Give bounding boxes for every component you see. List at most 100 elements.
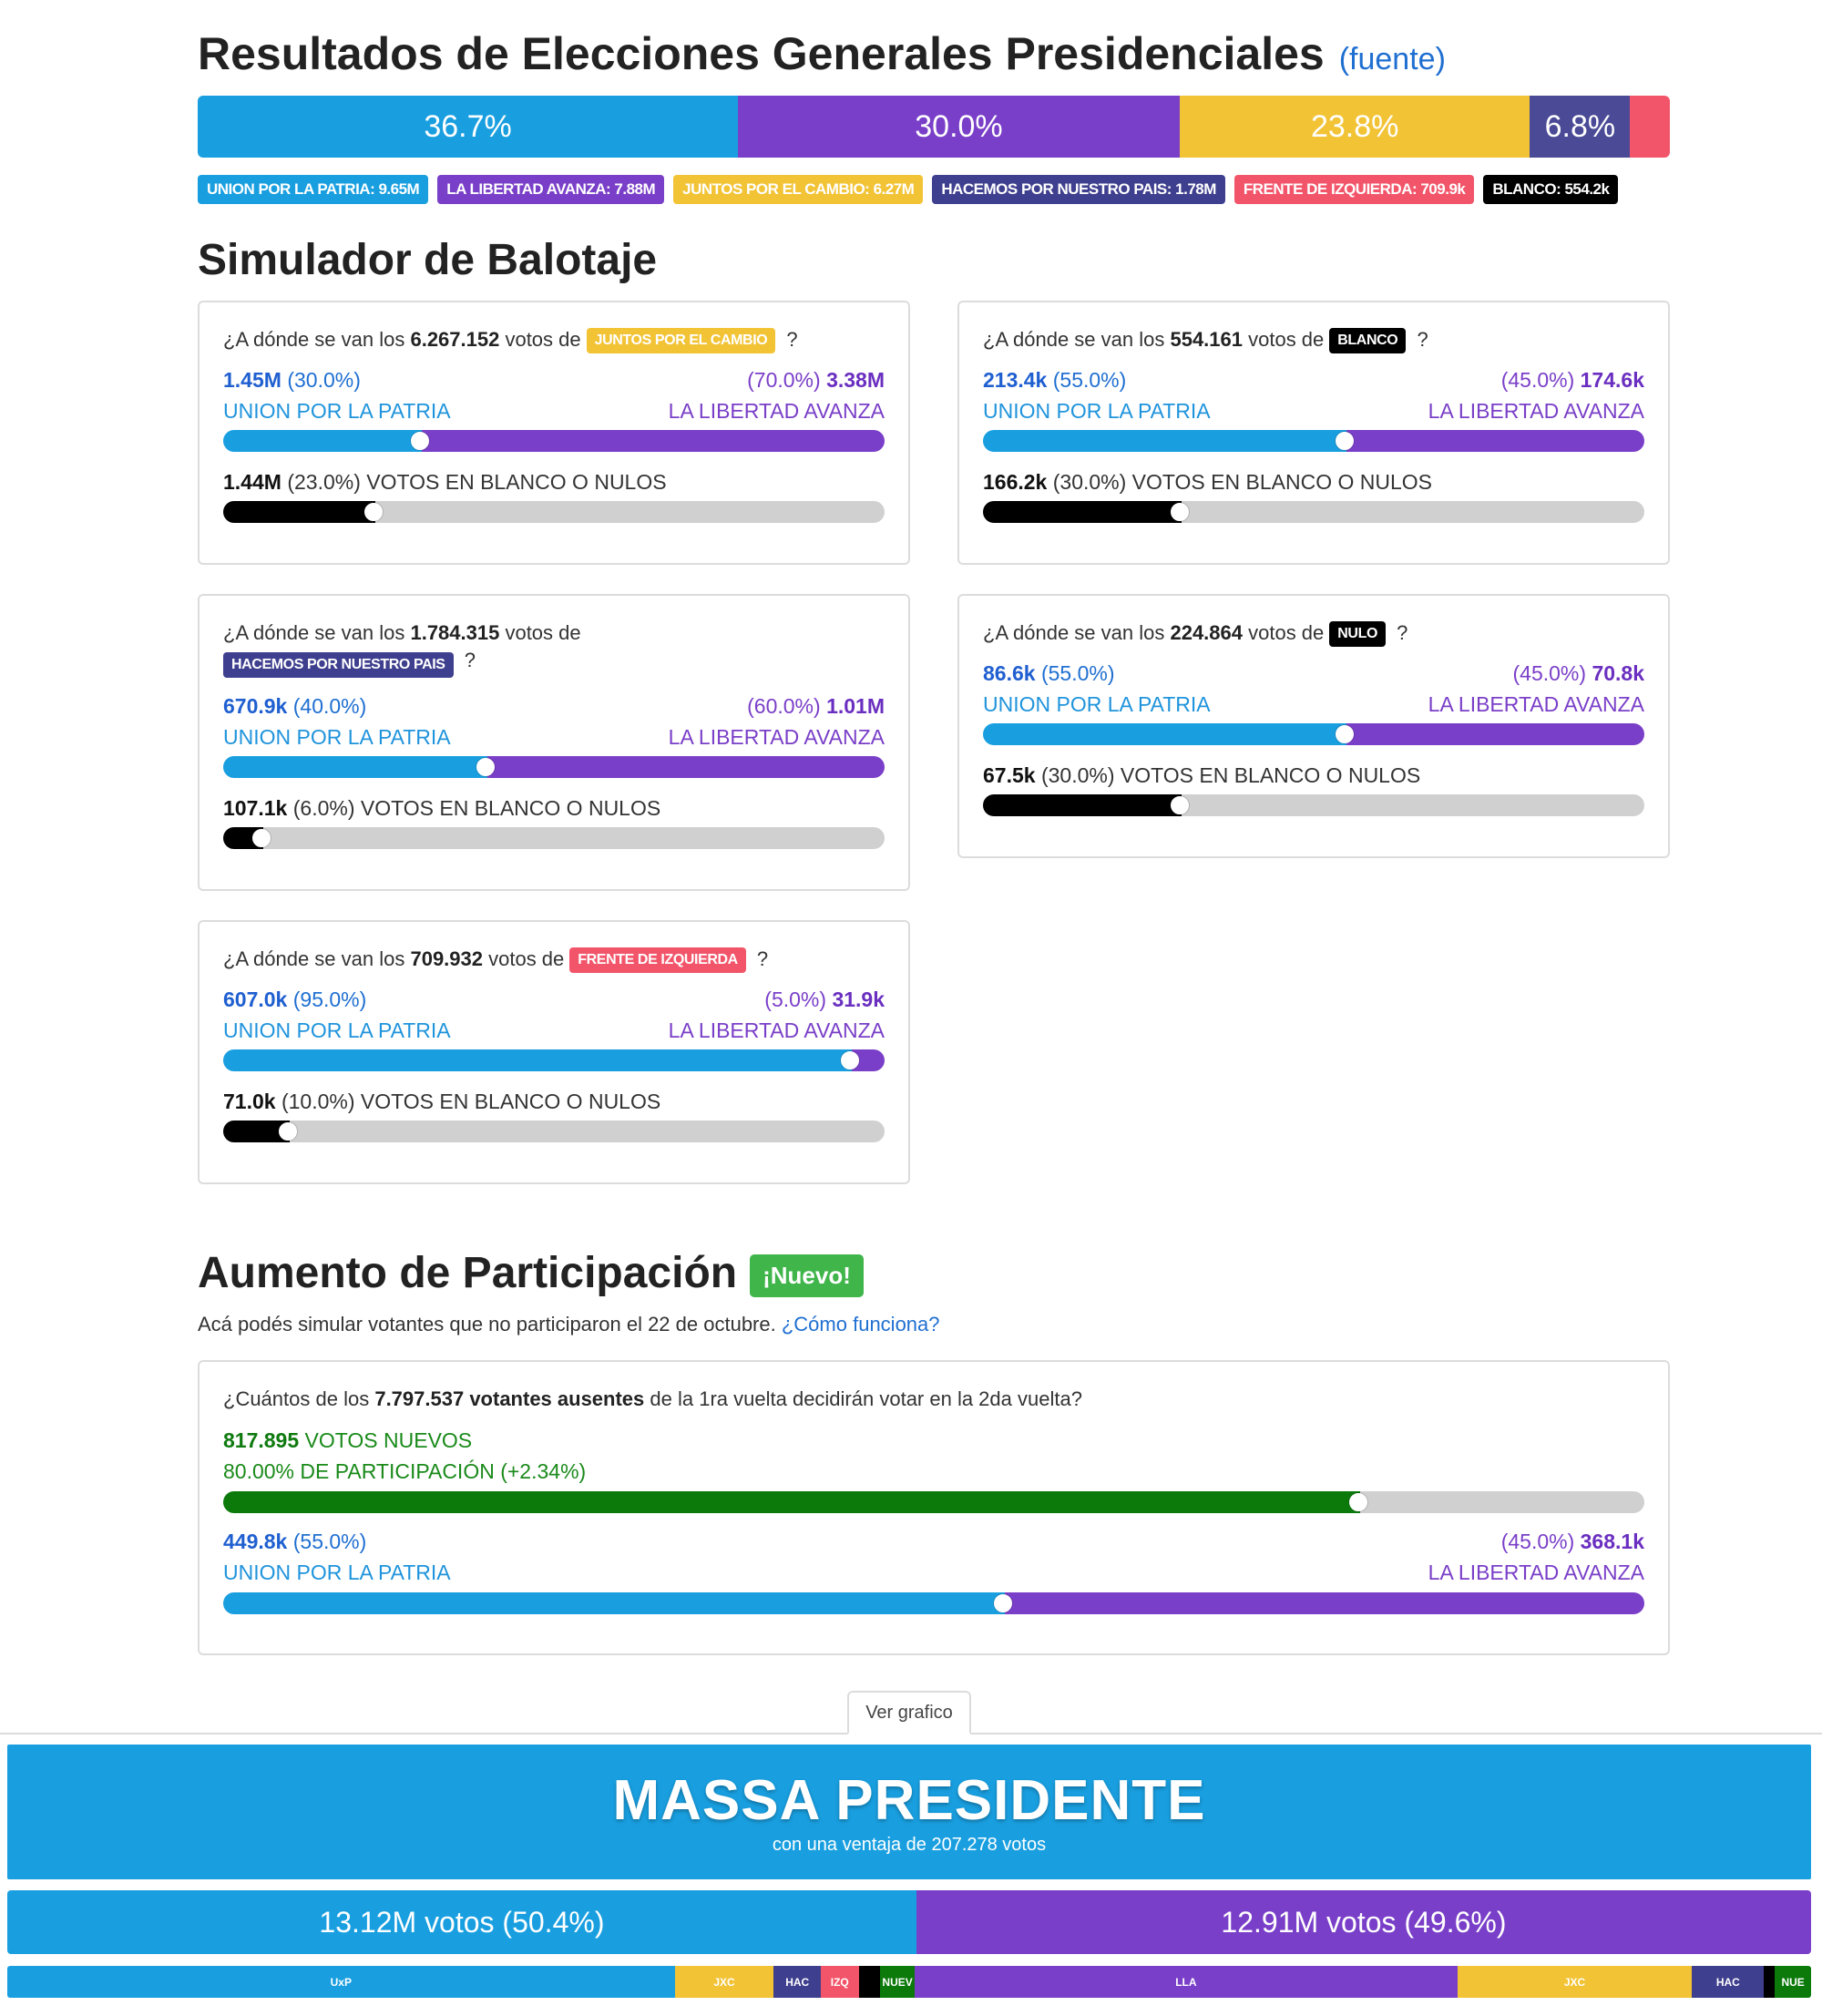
lla-label: LA LIBERTAD AVANZA (668, 1018, 885, 1042)
party-badge: NULO (1329, 621, 1387, 648)
participation-slider-handle[interactable] (1349, 1493, 1367, 1511)
split-slider-fill-left (223, 430, 422, 452)
legend-badge: JUNTOS POR EL CAMBIO: 6.27M (673, 175, 924, 204)
blank-slider-handle[interactable] (278, 1122, 297, 1141)
new-votes-text: 817.895 VOTOS NUEVOS (223, 1428, 473, 1452)
blank-slider-fill-right (1181, 501, 1644, 523)
uxp-votes: 670.9k (40.0%) (223, 694, 367, 718)
participation-heading: Aumento de Participación ¡Nuevo! (198, 1248, 864, 1298)
blank-slider-fill-right (1181, 794, 1644, 816)
card-question: ¿A dónde se van los 224.864 votos de NULO… (983, 621, 1407, 648)
legend-badge: UNION POR LA PATRIA: 9.65M (198, 175, 429, 204)
uxp-lla-split-slider[interactable] (223, 756, 885, 778)
vote-origin-breakdown-bar: UxP JXC HAC IZQ NUEV LLA JXC HAC NUE (7, 1966, 1811, 1998)
split-slider-fill-right (487, 756, 885, 778)
uxp-lla-split-slider[interactable] (983, 430, 1644, 452)
split-slider-fill-right (1346, 723, 1644, 745)
split-slider-fill-right (1346, 430, 1644, 452)
legend-badge: BLANCO: 554.2k (1483, 175, 1619, 204)
uxp-label: UNION POR LA PATRIA (223, 1018, 451, 1042)
split-slider-handle[interactable] (840, 1051, 859, 1069)
blank-votes-slider[interactable] (223, 827, 885, 849)
results-segment (1630, 96, 1670, 158)
uxp-lla-split-slider[interactable] (223, 430, 885, 452)
blank-slider-fill-right (374, 501, 885, 523)
split-slider-fill-left (983, 430, 1347, 452)
uxp-votes: 213.4k (55.0%) (983, 368, 1127, 392)
participation-card: ¿Cuántos de los 7.797.537 votantes ausen… (198, 1360, 1670, 1655)
split-slider-fill-right (421, 430, 885, 452)
simulator-heading: Simulador de Balotaje (198, 236, 658, 284)
new-votes-split-slider[interactable] (223, 1592, 1644, 1614)
blank-slider-handle[interactable] (363, 503, 383, 521)
blank-slider-fill-left (223, 1121, 290, 1142)
uxp-label: UNION POR LA PATRIA (983, 692, 1211, 716)
uxp-label: UNION POR LA PATRIA (983, 399, 1211, 423)
blank-votes: 1.44M (23.0%) VOTOS EN BLANCO O NULOS (223, 470, 667, 494)
breakdown-segment: NUEV (880, 1966, 915, 1998)
lla-label: LA LIBERTAD AVANZA (1428, 399, 1644, 423)
blank-votes-slider[interactable] (223, 1121, 885, 1142)
lla-votes: (60.0%) 1.01M (747, 694, 885, 718)
new-votes-split-fill-left (223, 1592, 1005, 1614)
blank-slider-handle[interactable] (251, 829, 271, 847)
participation-text: 80.00% DE PARTICIPACIÓN (+2.34%) (223, 1459, 587, 1483)
runoff-segment: 13.12M votos (50.4%) (7, 1890, 916, 1954)
breakdown-segment: JXC (1457, 1966, 1693, 1998)
winner-headline: MASSA PRESIDENTE (612, 1769, 1206, 1832)
blank-slider-handle[interactable] (1170, 796, 1189, 814)
uxp-label: UNION POR LA PATRIA (223, 399, 451, 423)
split-slider-handle[interactable] (410, 432, 429, 450)
lla-label: LA LIBERTAD AVANZA (1428, 1561, 1644, 1584)
winner-margin: con una ventaja de 207.278 votos (772, 1835, 1047, 1855)
card-question: ¿A dónde se van los 709.932 votos de FREN… (223, 947, 768, 974)
new-badge: ¡Nuevo! (750, 1254, 864, 1297)
uxp-lla-split-slider[interactable] (223, 1049, 885, 1071)
source-link[interactable]: (fuente) (1338, 42, 1446, 77)
lla-label: LA LIBERTAD AVANZA (668, 399, 885, 423)
split-slider-handle[interactable] (476, 758, 496, 776)
card-question: ¿A dónde se van los 1.784.315 votos de HA… (223, 621, 581, 678)
results-segment: 23.8% (1179, 96, 1530, 158)
new-votes-split-handle[interactable] (994, 1594, 1012, 1612)
ballotage-card: ¿A dónde se van los 224.864 votos de NULO… (957, 594, 1670, 858)
uxp-label: UNION POR LA PATRIA (223, 1561, 451, 1584)
uxp-label: UNION POR LA PATRIA (223, 725, 451, 749)
results-segment: 36.7% (198, 96, 739, 158)
winner-banner: MASSA PRESIDENTE con una ventaja de 207.… (7, 1745, 1811, 1879)
blank-votes-slider[interactable] (983, 501, 1644, 523)
split-slider-handle[interactable] (1336, 432, 1355, 450)
breakdown-segment: HAC (773, 1966, 821, 1998)
ballotage-card: ¿A dónde se van los 6.267.152 votos de JU… (198, 301, 910, 565)
results-segment: 6.8% (1530, 96, 1631, 158)
page-title: Resultados de Elecciones Generales Presi… (198, 28, 1446, 79)
lla-votes: (70.0%) 3.38M (747, 368, 885, 392)
uxp-lla-split-slider[interactable] (983, 723, 1644, 745)
uxp-votes: 607.0k (95.0%) (223, 988, 367, 1011)
breakdown-segment: LLA (914, 1966, 1458, 1998)
blank-votes-slider[interactable] (223, 501, 885, 523)
blank-votes: 107.1k (6.0%) VOTOS EN BLANCO O NULOS (223, 796, 661, 820)
blank-votes: 71.0k (10.0%) VOTOS EN BLANCO O NULOS (223, 1090, 661, 1113)
view-chart-tab[interactable]: Ver grafico (847, 1691, 971, 1735)
legend-badge: FRENTE DE IZQUIERDA: 709.9k (1233, 175, 1475, 204)
blank-votes: 67.5k (30.0%) VOTOS EN BLANCO O NULOS (983, 763, 1421, 787)
ballotage-card: ¿A dónde se van los 1.784.315 votos de HA… (198, 594, 910, 891)
participation-slider-fill-right (1360, 1491, 1644, 1513)
ballotage-card: ¿A dónde se van los 709.932 votos de FREN… (198, 920, 910, 1184)
split-slider-handle[interactable] (1336, 725, 1355, 743)
split-slider-fill-left (983, 723, 1347, 745)
participation-slider[interactable] (223, 1491, 1644, 1513)
blank-slider-fill-left (983, 501, 1182, 523)
how-it-works-link[interactable]: ¿Cómo funciona? (781, 1313, 940, 1335)
blank-votes-slider[interactable] (983, 794, 1644, 816)
blank-slider-fill-right (289, 1121, 885, 1142)
uxp-votes: 1.45M (30.0%) (223, 368, 361, 392)
blank-slider-handle[interactable] (1170, 503, 1189, 521)
breakdown-segment (1764, 1966, 1776, 1998)
runoff-result-bar: 13.12M votos (50.4%) 12.91M votos (49.6%) (7, 1890, 1811, 1954)
party-badge: JUNTOS POR EL CAMBIO (586, 328, 776, 354)
lla-label: LA LIBERTAD AVANZA (668, 725, 885, 749)
blank-slider-fill-right (262, 827, 885, 849)
party-legend: UNION POR LA PATRIA: 9.65M LA LIBERTAD AV… (198, 175, 1619, 204)
